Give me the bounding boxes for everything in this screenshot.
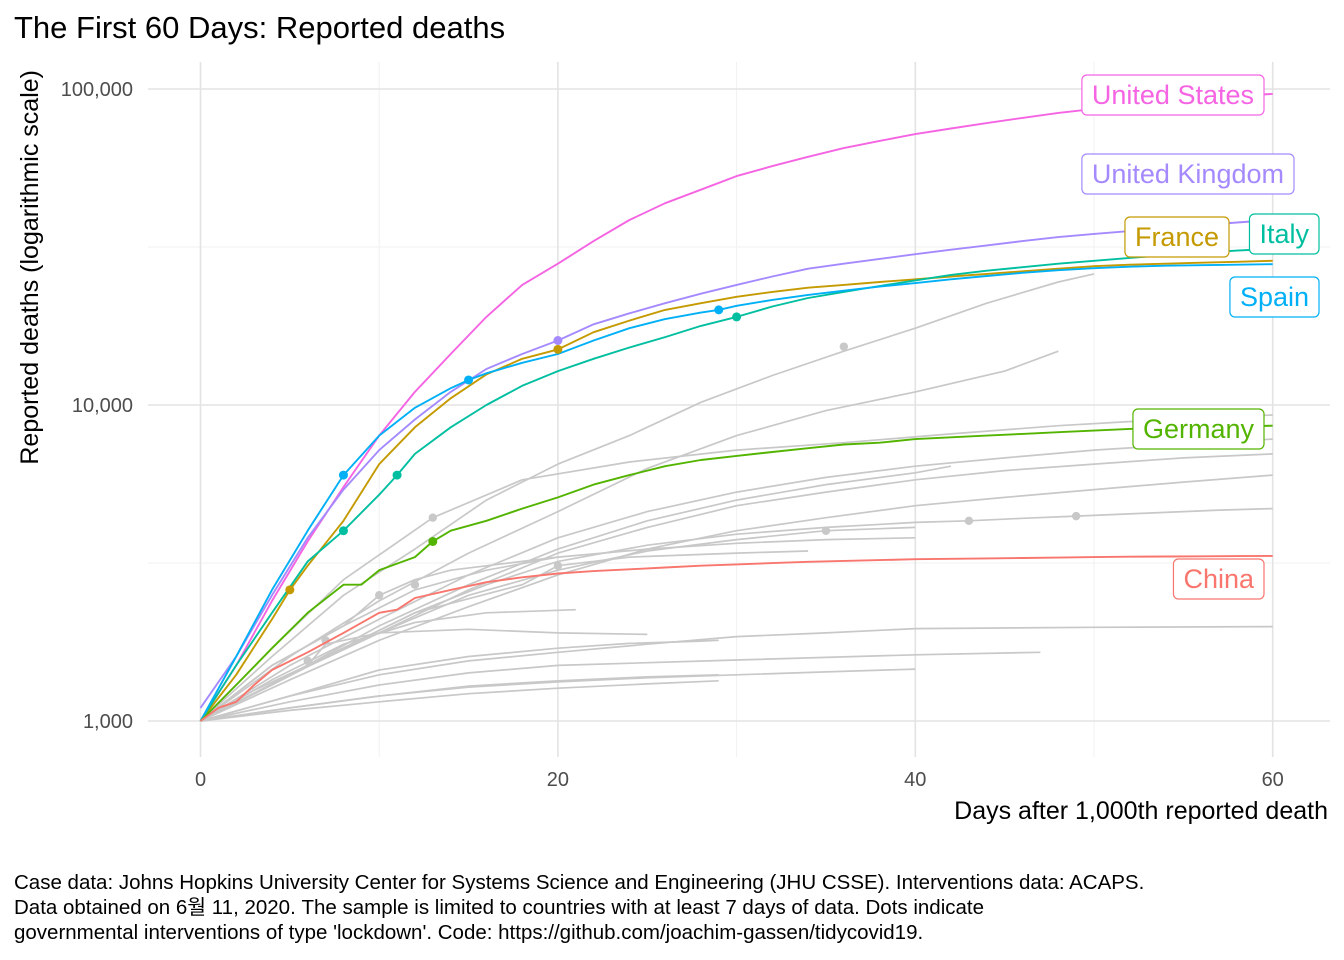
italy-line (199, 247, 1273, 722)
china-line (199, 554, 1273, 722)
united-kingdom-label-box (1081, 153, 1295, 195)
y-axis-title: Reported deaths (logarithmic scale) (16, 70, 44, 465)
chart-caption: Case data: Johns Hopkins University Cent… (14, 870, 1324, 945)
italy-lockdown-dot (392, 470, 402, 480)
spain-label-box (1229, 276, 1320, 318)
caption-line: Data obtained on 6월 11, 2020. The sample… (14, 896, 984, 919)
chart-plot: United States United Kingdom France Italy Sp… (16, 62, 1330, 825)
other-country-line (200, 651, 1041, 722)
china-label: China (1172, 558, 1265, 600)
y-tick-label: 1,000 (83, 711, 133, 733)
united-states-label: United States (1081, 74, 1265, 116)
x-tick-label: 60 (1262, 769, 1284, 791)
other-country-line (200, 465, 952, 722)
united-states-label-text: United States (1092, 80, 1254, 110)
other-country-line (200, 474, 1273, 722)
other-country-lockdown-dot (821, 526, 831, 535)
germany-line (199, 424, 1273, 722)
x-tick-label: 0 (195, 769, 206, 791)
other-country-line (200, 628, 648, 722)
axes: 0 20 40 60 1,000 10,000 100,000 Days after 1,00… (16, 70, 1328, 825)
spain-lockdown-dot (714, 305, 724, 315)
other-country-line (200, 438, 1273, 722)
other-country-lockdown-dot (375, 591, 384, 600)
other-country-line (200, 350, 1059, 722)
other-country-lockdown-dot (839, 342, 849, 351)
lockdown-dots (285, 305, 742, 595)
germany-label-text: Germany (1143, 414, 1255, 444)
other-country-line (200, 668, 916, 722)
other-countries-lines (199, 273, 1273, 722)
france-lockdown-dot (553, 344, 563, 354)
chart-title: The First 60 Days: Reported deaths (14, 10, 506, 45)
united-states-label-box (1081, 74, 1265, 116)
germany-lockdown-dot (428, 536, 438, 546)
other-country-line (200, 625, 1273, 722)
y-tick-label: 100,000 (61, 79, 133, 101)
caption-line: Case data: Johns Hopkins University Cent… (14, 871, 1145, 894)
spain-label: Spain (1229, 276, 1320, 318)
france-label: France (1124, 216, 1230, 258)
spain-lockdown-dot (464, 375, 474, 385)
other-country-lockdown-dot (410, 580, 420, 589)
united-kingdom-lockdown-dot (553, 335, 563, 345)
y-tick-label: 10,000 (72, 395, 133, 417)
other-country-lockdown-dot (428, 513, 438, 522)
united-kingdom-label-text: United Kingdom (1092, 159, 1284, 189)
italy-label-text: Italy (1259, 219, 1309, 249)
other-country-lockdown-dot (303, 656, 312, 666)
italy-label: Italy (1248, 213, 1320, 255)
spain-lockdown-dot (338, 470, 348, 480)
x-tick-label: 20 (547, 769, 569, 791)
united-kingdom-label: United Kingdom (1081, 153, 1295, 195)
other-country-line (200, 679, 719, 722)
other-country-line (199, 414, 1273, 722)
other-country-line (200, 526, 916, 722)
united-kingdom-line (199, 219, 1273, 709)
china-label-text: China (1183, 564, 1255, 594)
other-country-line (200, 639, 719, 722)
other-country-lockdown-dot (1071, 511, 1081, 521)
country-labels: United States United Kingdom France Italy Sp… (1081, 74, 1320, 600)
italy-label-box (1248, 213, 1320, 255)
other-country-lockdown-dot (964, 516, 974, 526)
germany-label-box (1132, 408, 1265, 450)
france-lockdown-dot (285, 585, 295, 595)
italy-lockdown-dot (338, 526, 348, 536)
x-axis-title: Days after 1,000th reported death (954, 797, 1328, 825)
x-tick-label: 40 (904, 769, 926, 791)
other-country-line (199, 556, 559, 722)
other-country-line (199, 273, 1095, 722)
germany-label: Germany (1132, 408, 1265, 450)
france-line (199, 259, 1273, 722)
other-country-lockdown-dot (553, 561, 563, 570)
spain-label-text: Spain (1240, 282, 1309, 312)
france-label-text: France (1135, 222, 1219, 252)
italy-lockdown-dot (732, 312, 742, 322)
china-label-box (1172, 558, 1265, 600)
france-label-box (1124, 216, 1230, 258)
caption-line: governmental interventions of type 'lock… (14, 921, 924, 944)
